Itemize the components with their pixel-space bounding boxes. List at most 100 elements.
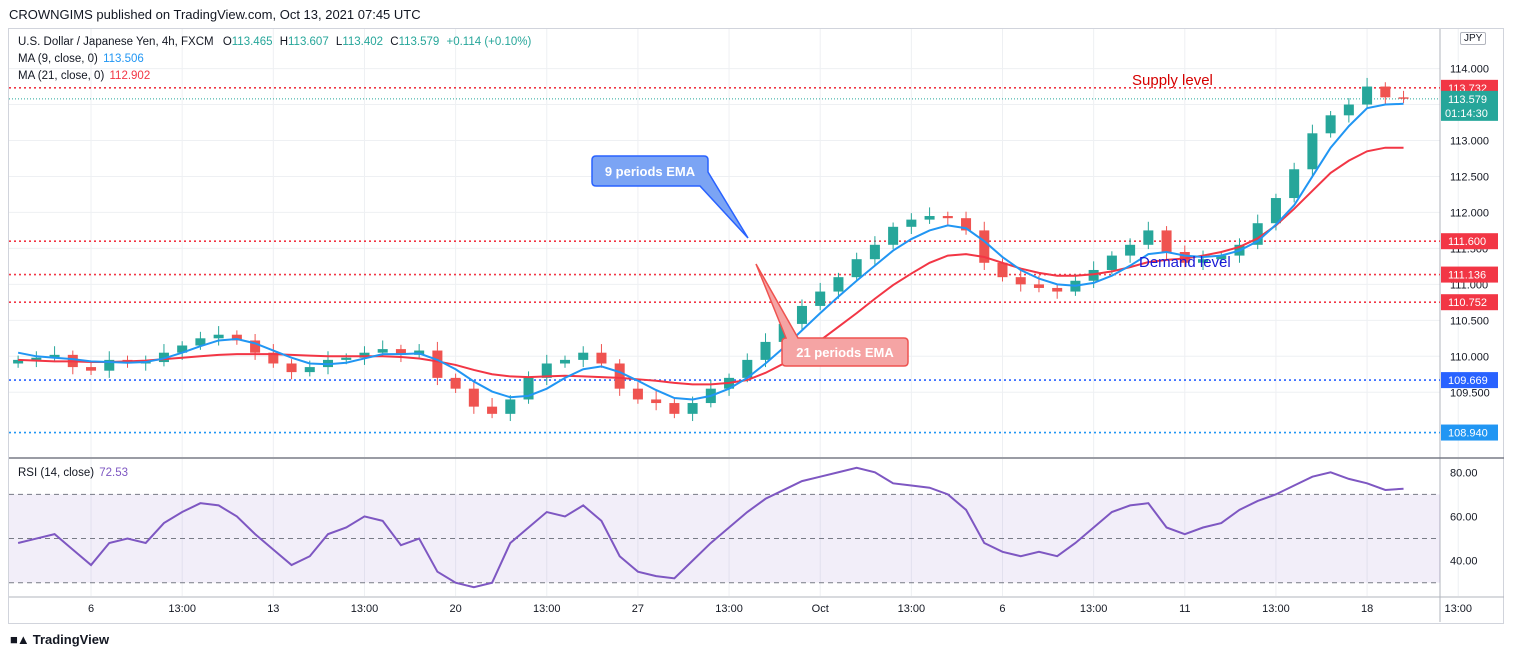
candle-body — [796, 305, 807, 324]
ma9-label: MA (9, close, 0) — [18, 53, 98, 65]
open-label: O — [222, 36, 232, 48]
ma21-label: MA (21, close, 0) — [18, 70, 105, 82]
level-price-label: 111.600 — [1448, 236, 1486, 248]
ma21-value: 112.902 — [109, 70, 151, 82]
current-price-tag — [1441, 90, 1498, 121]
candle-body — [1307, 133, 1318, 170]
candle-body — [1088, 269, 1099, 281]
candle-body — [1289, 169, 1300, 199]
candle-body — [158, 352, 169, 363]
bar-countdown-label: 01:14:30 — [1445, 108, 1488, 120]
candle-body — [906, 219, 917, 227]
candle-body — [614, 363, 625, 389]
candle-body — [450, 377, 461, 389]
ema21-callout-box — [755, 263, 909, 367]
currency-badge[interactable]: JPY — [1460, 32, 1487, 45]
candle-body — [1125, 244, 1136, 256]
candle-body — [86, 367, 97, 371]
candle-body — [49, 354, 60, 358]
chart-frame — [8, 28, 1504, 624]
rsi-tick-label: 80.00 — [1450, 467, 1478, 479]
x-tick-label: 13 — [267, 603, 279, 615]
candle-body — [760, 341, 771, 360]
level-price-tag — [1441, 372, 1498, 389]
candle-body — [1270, 198, 1281, 224]
low-value: 113.402 — [342, 36, 384, 48]
rsi-label: RSI (14, close) — [18, 467, 95, 479]
candle-body — [13, 359, 24, 364]
y-tick-label: 109.500 — [1450, 387, 1490, 399]
candle-body — [523, 377, 534, 400]
candle-body — [578, 352, 589, 360]
candle-body — [1398, 97, 1409, 99]
candle-body — [888, 226, 899, 245]
x-tick-label: 13:00 — [1080, 603, 1108, 615]
candle-body — [632, 388, 643, 400]
y-tick-label: 110.500 — [1450, 315, 1489, 327]
y-tick-label: 114.000 — [1450, 64, 1489, 76]
candle-body — [505, 399, 516, 414]
ema9-line — [17, 102, 1404, 401]
candle-body — [432, 350, 443, 378]
candle-body — [596, 352, 607, 364]
level-price-tag — [1441, 424, 1498, 441]
symbol-name: U.S. Dollar / Japanese Yen, 4h, FXCM — [18, 36, 214, 48]
candle-body — [1015, 277, 1026, 285]
candle-body — [1362, 86, 1373, 105]
candle-body — [1252, 223, 1263, 245]
x-tick-label: 6 — [999, 603, 1005, 615]
rsi-tick-label: 40.00 — [1450, 556, 1478, 568]
candle-body — [468, 388, 479, 407]
level-price-label: 109.669 — [1448, 375, 1488, 387]
candle-body — [1033, 284, 1044, 288]
candle-body — [213, 334, 224, 339]
candle-body — [177, 345, 188, 353]
ma9-legend: MA (9, close, 0) 113.506 — [18, 53, 144, 65]
candle-body — [286, 363, 297, 373]
candle-body — [1161, 230, 1172, 252]
candle-body — [1143, 230, 1154, 245]
high-value: 113.607 — [288, 36, 329, 48]
x-tick-label: 11 — [1179, 603, 1190, 615]
y-tick-label: 112.000 — [1450, 207, 1489, 219]
rsi-line — [17, 466, 1404, 589]
candle-body — [1343, 104, 1354, 116]
candle-body — [851, 259, 862, 278]
rsi-tick-label: 60.00 — [1450, 511, 1478, 523]
publish-caption: CROWNGIMS published on TradingView.com, … — [9, 7, 421, 22]
candle-body — [1216, 255, 1227, 260]
candle-body — [651, 399, 662, 404]
candle-body — [669, 403, 680, 414]
candle-body — [1198, 259, 1209, 263]
candle-body — [31, 357, 42, 360]
y-tick-label: 112.500 — [1450, 171, 1489, 183]
ma21-legend: MA (21, close, 0) 112.902 — [18, 70, 150, 82]
x-tick-label: 13:00 — [351, 603, 379, 615]
ema21-callout-label: 21 periods EMA — [796, 345, 894, 360]
y-tick-label: 110.000 — [1450, 351, 1489, 363]
candle-body — [377, 349, 388, 353]
candle-body — [304, 367, 315, 373]
open-value: 113.465 — [231, 36, 273, 48]
candle-body — [924, 216, 935, 220]
candle-body — [961, 218, 972, 231]
candle-body — [104, 359, 115, 371]
candle-body — [559, 359, 571, 364]
candle-body — [1325, 115, 1336, 134]
x-tick-label: Oct — [812, 603, 829, 615]
x-tick-label: 27 — [632, 603, 644, 615]
level-price-label: 110.752 — [1448, 297, 1487, 309]
candle-body — [1106, 255, 1117, 270]
x-tick-label: 18 — [1361, 603, 1373, 615]
x-tick-label: 13:00 — [898, 603, 926, 615]
change-value: +0.114 (+0.10%) — [446, 36, 532, 48]
x-tick-label: 13:00 — [533, 603, 561, 615]
candle-body — [687, 403, 698, 414]
x-tick-label: 13:00 — [1262, 603, 1290, 615]
tradingview-logo[interactable]: ■▲ TradingView — [10, 632, 109, 647]
close-label: C — [390, 36, 399, 48]
y-tick-label: 113.000 — [1450, 135, 1489, 147]
level-price-label: 111.136 — [1448, 270, 1486, 282]
candle-body — [1052, 287, 1063, 292]
